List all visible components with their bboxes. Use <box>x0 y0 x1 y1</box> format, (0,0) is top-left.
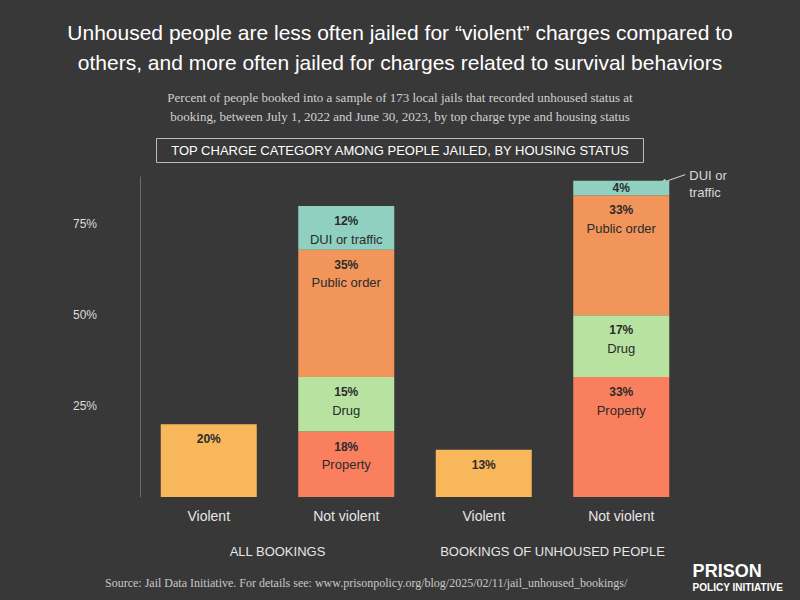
svg-text:Drug: Drug <box>607 341 635 356</box>
svg-text:POLICY INITIATIVE: POLICY INITIATIVE <box>693 582 784 593</box>
svg-text:15%: 15% <box>334 385 358 399</box>
svg-text:DUI or: DUI or <box>689 168 730 183</box>
svg-text:DUI or traffic: DUI or traffic <box>310 232 383 247</box>
svg-text:Drug: Drug <box>332 403 360 418</box>
svg-text:13%: 13% <box>472 458 496 472</box>
svg-text:Not violent: Not violent <box>313 508 379 524</box>
svg-text:Violent: Violent <box>187 508 230 524</box>
svg-text:ALL BOOKINGS: ALL BOOKINGS <box>230 544 326 559</box>
svg-text:traffic: traffic <box>689 185 721 200</box>
svg-text:Property: Property <box>322 457 372 472</box>
svg-text:50%: 50% <box>73 308 97 322</box>
svg-text:TOP CHARGE CATEGORY AMONG PEOP: TOP CHARGE CATEGORY AMONG PEOPLE JAILED,… <box>171 143 629 158</box>
svg-text:20%: 20% <box>197 432 221 446</box>
svg-text:25%: 25% <box>73 399 97 413</box>
svg-text:4%: 4% <box>613 181 631 195</box>
svg-text:BOOKINGS OF UNHOUSED PEOPLE: BOOKINGS OF UNHOUSED PEOPLE <box>440 544 665 559</box>
svg-text:75%: 75% <box>73 217 97 231</box>
svg-text:33%: 33% <box>609 385 633 399</box>
svg-text:35%: 35% <box>334 258 358 272</box>
svg-text:booking, between July 1, 2022: booking, between July 1, 2022 and June 3… <box>170 109 629 124</box>
svg-text:Unhoused people are less often: Unhoused people are less often jailed fo… <box>67 21 732 44</box>
svg-text:18%: 18% <box>334 440 358 454</box>
svg-text:Percent of people booked into: Percent of people booked into a sample o… <box>167 90 633 105</box>
svg-text:Public order: Public order <box>312 275 382 290</box>
svg-text:17%: 17% <box>609 323 633 337</box>
svg-text:Violent: Violent <box>462 508 505 524</box>
svg-text:Source: Jail Data Initiative.: Source: Jail Data Initiative. For detail… <box>105 576 628 590</box>
svg-text:12%: 12% <box>334 214 358 228</box>
svg-text:Property: Property <box>597 403 647 418</box>
svg-text:PRISON: PRISON <box>693 561 762 581</box>
svg-text:others, and more often jailed: others, and more often jailed for charge… <box>78 51 722 74</box>
svg-text:Not violent: Not violent <box>588 508 654 524</box>
svg-text:33%: 33% <box>609 203 633 217</box>
svg-text:Public order: Public order <box>587 221 657 236</box>
